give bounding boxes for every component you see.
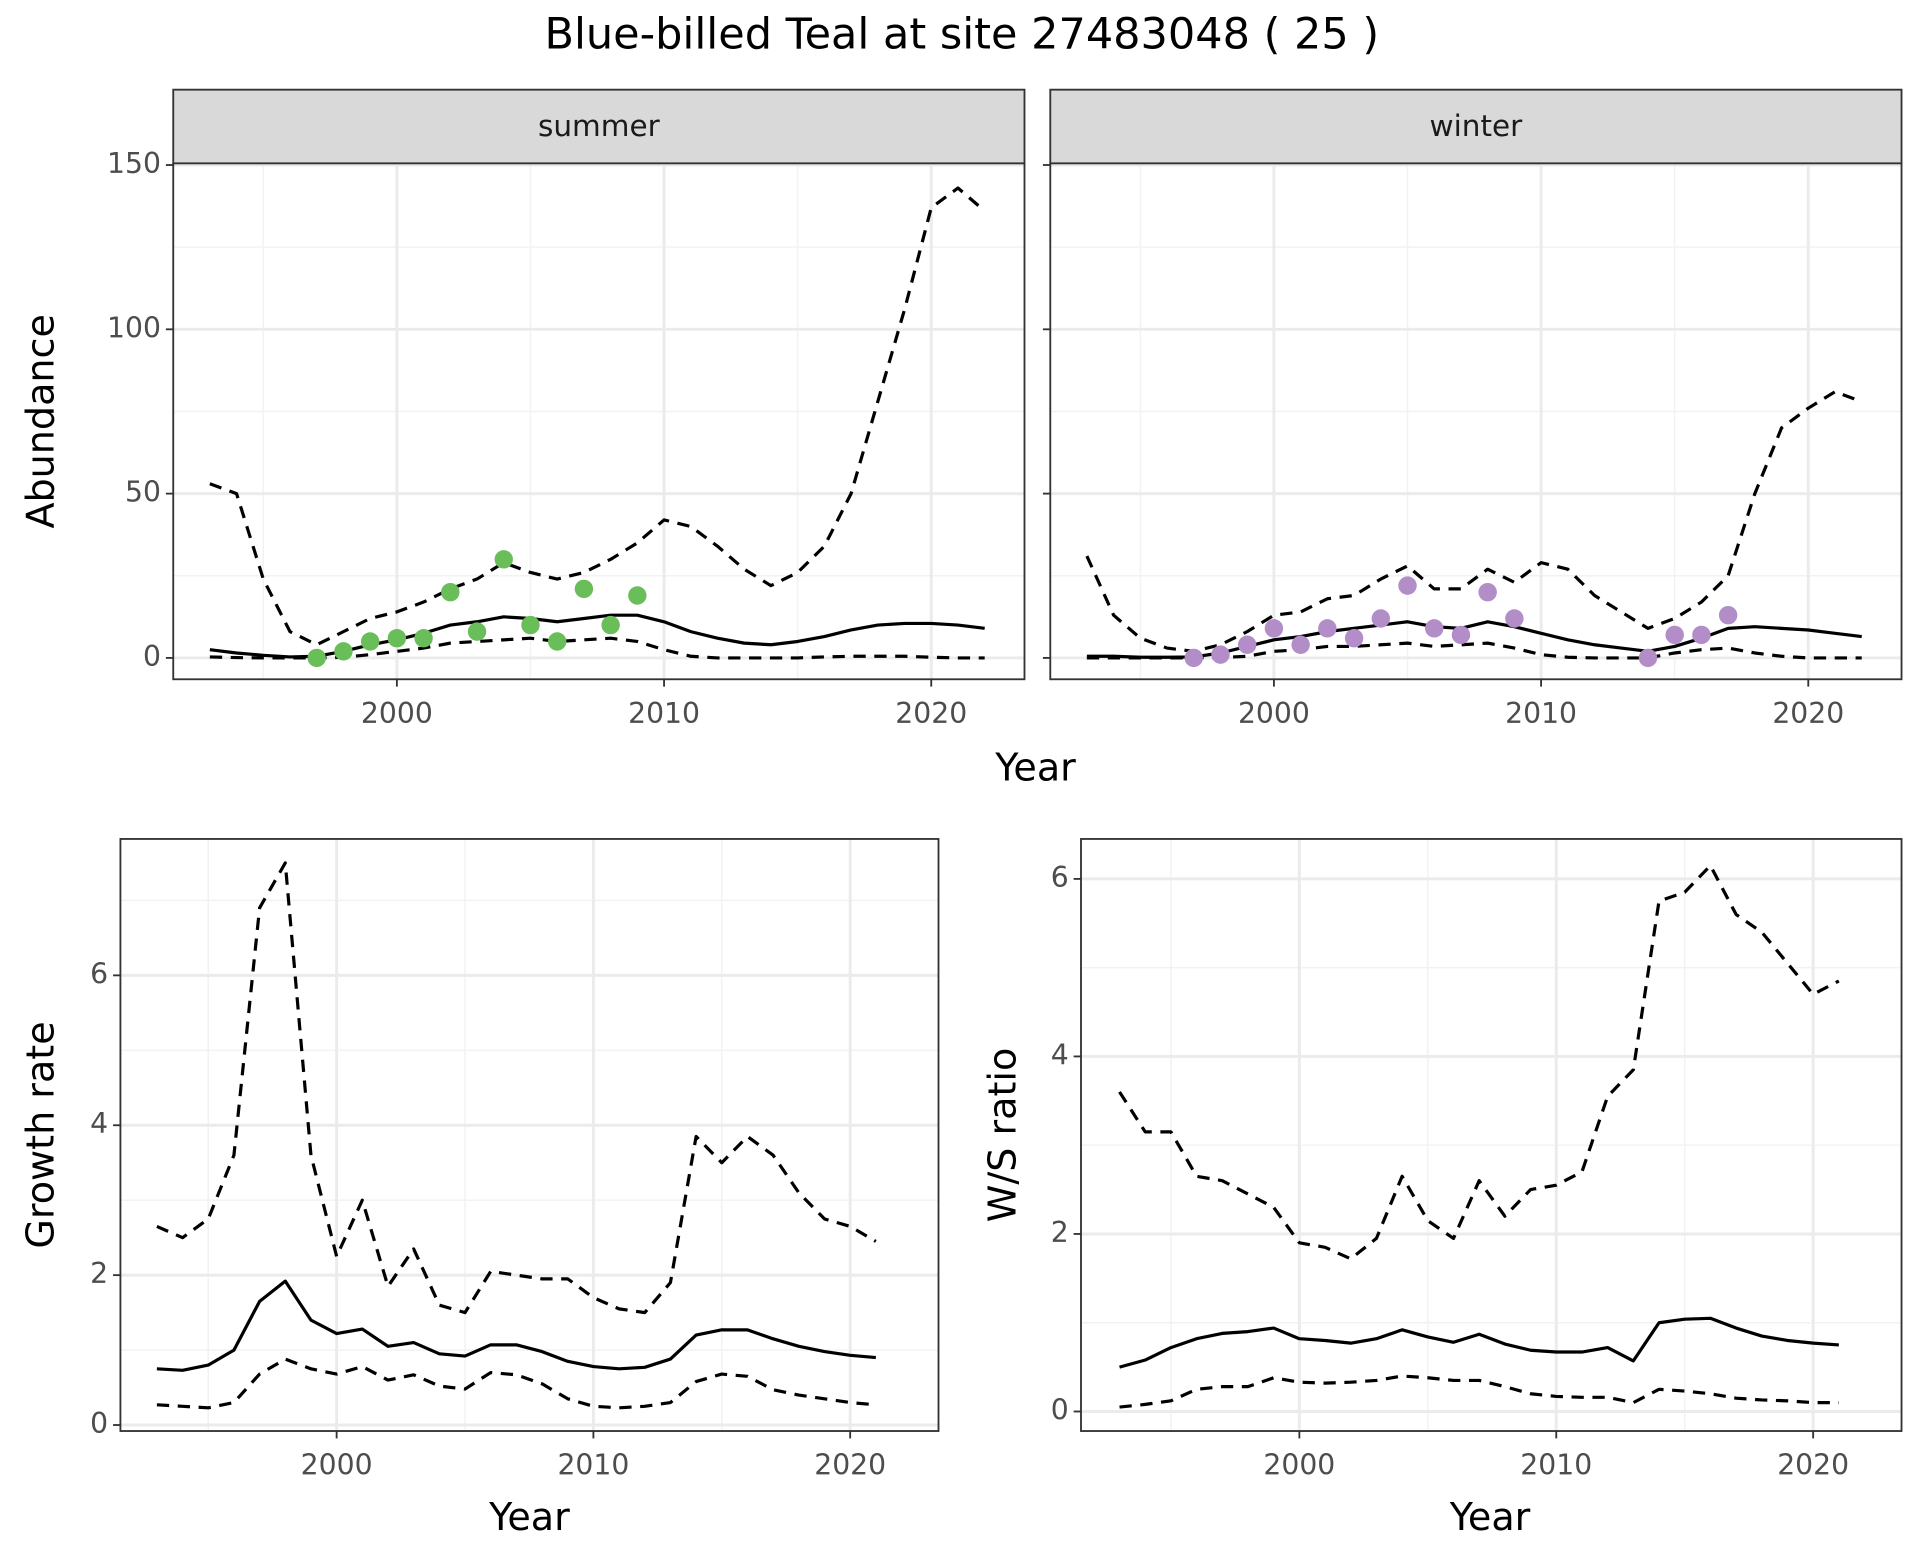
interval-line: [1119, 1374, 1839, 1409]
data-point: [1478, 582, 1497, 602]
panel-background: [1050, 163, 1902, 680]
x-axis-title: Year: [488, 1495, 570, 1539]
data-point: [1665, 625, 1684, 645]
panel-background: [120, 838, 939, 1432]
data-point: [1451, 625, 1471, 645]
data-point: [547, 632, 567, 651]
y-tick-label: 0: [1051, 1393, 1069, 1426]
data-point: [1211, 645, 1230, 664]
y-tick-label: 0: [143, 640, 161, 673]
facet-label: winter: [1430, 109, 1524, 143]
x-tick-label: 2020: [895, 697, 967, 730]
y-tick-label: 6: [90, 957, 108, 990]
data-point: [414, 628, 433, 648]
data-point: [521, 615, 540, 635]
y-tick-label: 150: [107, 147, 161, 180]
interval-line: [1085, 390, 1863, 653]
x-tick-label: 2010: [557, 1449, 629, 1482]
y-tick-label: 2: [90, 1257, 108, 1290]
y-axis-title: W/S ratio: [980, 1048, 1024, 1222]
data-point: [1718, 605, 1738, 625]
figure-title: Blue-billed Teal at site 27483048 ( 25 ): [545, 9, 1380, 59]
panel-background: [173, 163, 1025, 680]
data-point: [1291, 635, 1310, 654]
data-point: [1425, 619, 1444, 638]
data-point: [601, 615, 620, 635]
panel-background: [1080, 838, 1902, 1432]
data-point: [307, 648, 326, 668]
y-tick-label: 6: [1051, 861, 1069, 894]
x-tick-label: 2020: [814, 1449, 886, 1482]
data-point: [1638, 648, 1658, 668]
x-tick-label: 2010: [1520, 1449, 1592, 1482]
interval-line: [1118, 863, 1840, 1261]
x-axis-title: Year: [994, 746, 1076, 790]
interval-line: [209, 186, 986, 647]
estimate-line: [1119, 1316, 1839, 1369]
x-tick-label: 2020: [1777, 1449, 1849, 1482]
y-axis-title: Abundance: [19, 314, 63, 528]
data-point: [1692, 625, 1711, 645]
data-point: [1264, 619, 1284, 638]
y-tick-label: 0: [90, 1407, 108, 1440]
data-point: [1505, 609, 1524, 628]
data-point: [1237, 635, 1257, 654]
data-point: [1184, 648, 1203, 668]
data-point: [360, 632, 380, 651]
data-point: [334, 642, 353, 661]
data-point: [441, 582, 460, 602]
x-tick-label: 2010: [628, 697, 700, 730]
estimate-line: [156, 1279, 876, 1372]
data-point: [1398, 576, 1417, 595]
data-point: [387, 628, 407, 648]
x-axis-title: Year: [1449, 1495, 1531, 1539]
panel-border: [172, 162, 1026, 681]
data-point: [467, 622, 487, 641]
data-point: [574, 579, 594, 599]
facet-strip: [172, 88, 1026, 165]
y-tick-label: 50: [125, 476, 161, 509]
data-point: [1344, 628, 1364, 648]
panel-border: [119, 838, 940, 1432]
interval-line: [156, 861, 877, 1315]
interval-line: [156, 1357, 876, 1410]
panel-border: [1080, 838, 1903, 1432]
y-tick-label: 4: [1051, 1038, 1069, 1071]
data-point: [628, 586, 647, 605]
facet-strip: [1049, 88, 1903, 165]
x-tick-label: 2000: [361, 697, 433, 730]
y-axis-title: Growth rate: [19, 1021, 63, 1248]
x-tick-label: 2000: [301, 1449, 373, 1482]
data-point: [494, 550, 513, 569]
y-tick-label: 4: [90, 1107, 108, 1140]
data-point: [1318, 619, 1337, 638]
y-tick-label: 2: [1051, 1216, 1069, 1249]
y-tick-label: 100: [107, 311, 161, 344]
data-point: [1371, 609, 1391, 628]
facet-label: summer: [538, 109, 661, 143]
x-tick-label: 2000: [1263, 1449, 1335, 1482]
panel-border: [1049, 162, 1903, 681]
x-tick-label: 2000: [1238, 697, 1310, 730]
x-tick-label: 2010: [1505, 697, 1577, 730]
x-tick-label: 2020: [1772, 697, 1844, 730]
